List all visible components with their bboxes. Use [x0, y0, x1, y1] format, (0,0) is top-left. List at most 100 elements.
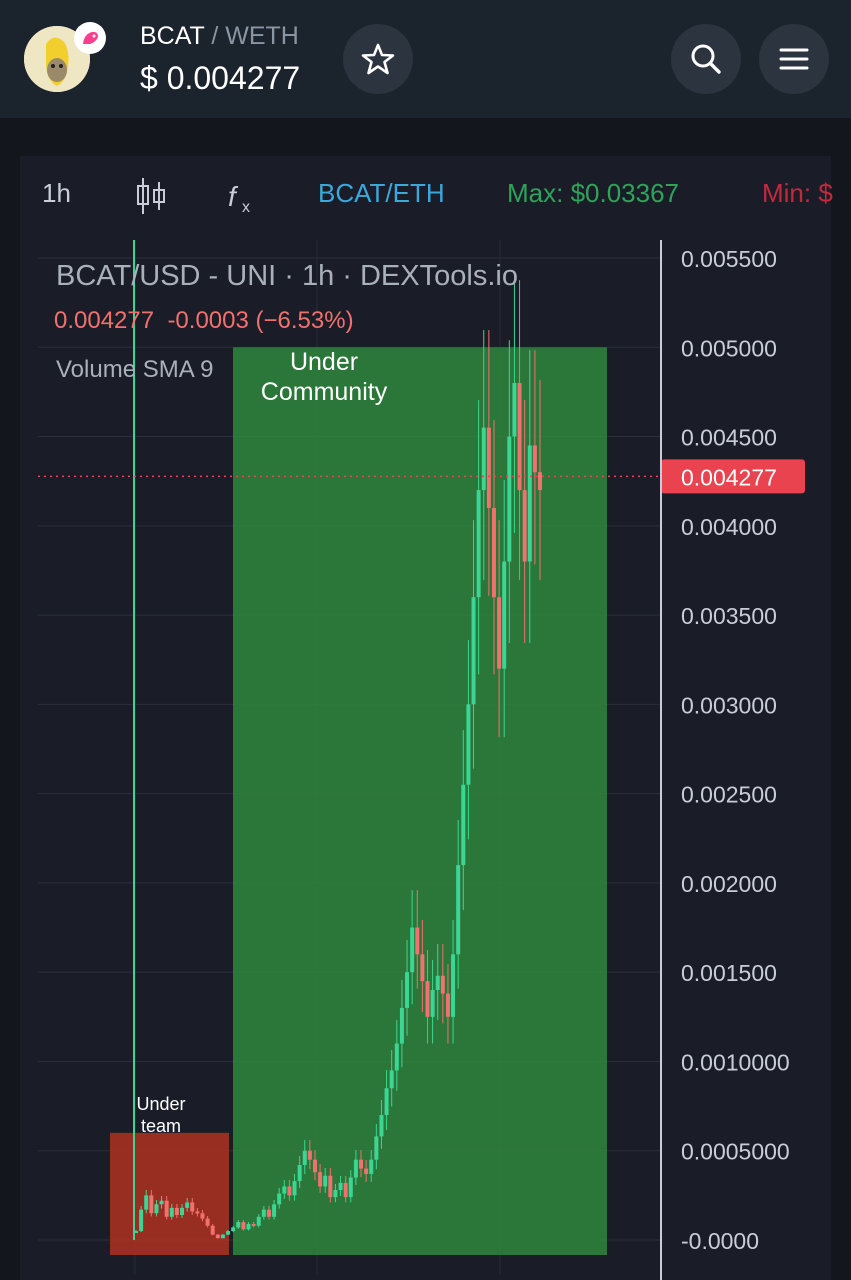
candle-body [435, 975, 440, 991]
y-tick-label: -0.0000 [681, 1228, 759, 1254]
candle-body [471, 597, 476, 705]
svg-text:x: x [242, 199, 250, 216]
candle-body [497, 597, 502, 669]
candle-body [200, 1213, 205, 1219]
candle-body [532, 445, 537, 473]
candle-body [180, 1207, 185, 1216]
y-tick-label: 0.004500 [681, 425, 777, 451]
pair-separator: / [211, 22, 219, 50]
pair-toggle[interactable]: BCAT/ETH [318, 178, 445, 208]
candle-body [481, 427, 486, 491]
candle-body [251, 1223, 256, 1226]
candle-body [333, 1190, 338, 1198]
candle-body [456, 865, 461, 955]
candle-body [466, 704, 471, 785]
y-tick-label: 0.003000 [681, 692, 777, 718]
current-price: $ 0.004277 [140, 60, 301, 96]
y-tick-label: 0.001500 [681, 960, 777, 986]
header-gap [0, 118, 851, 156]
base-symbol: BCAT [140, 22, 205, 50]
svg-text:f: f [228, 181, 239, 212]
candle-body [144, 1195, 149, 1210]
pair-name: BCAT / WETH [140, 22, 299, 51]
search-button[interactable] [671, 24, 741, 94]
candle-body [246, 1223, 251, 1230]
menu-button[interactable] [759, 24, 829, 94]
indicators-icon[interactable]: f x [226, 176, 260, 223]
candle-body [134, 1231, 138, 1234]
candle-body [149, 1195, 154, 1214]
candle-body [307, 1150, 312, 1160]
candle-body [185, 1202, 190, 1208]
candle-body [328, 1175, 333, 1198]
candle-body [384, 1088, 389, 1116]
max-price: Max: $0.03367 [507, 178, 680, 208]
candle-body [220, 1234, 225, 1239]
candle-body [215, 1234, 220, 1239]
candle-body [369, 1159, 374, 1174]
under-team-label: Under [136, 1094, 185, 1114]
under-community-label: Under [290, 348, 358, 376]
candle-body [374, 1136, 379, 1160]
under-community-zone [233, 347, 607, 1256]
candle-body [323, 1175, 328, 1187]
y-tick-label: 0.002000 [681, 871, 777, 897]
candle-body [379, 1115, 384, 1137]
y-tick-label: 0.004000 [681, 514, 777, 540]
y-tick-label: 0.0005000 [681, 1139, 790, 1165]
candle-body [241, 1222, 246, 1230]
candle-body [405, 972, 410, 1008]
candle-body [486, 427, 491, 508]
search-icon [691, 44, 721, 74]
candle-body [410, 927, 415, 973]
candle-body [312, 1159, 317, 1173]
candle-body [348, 1177, 353, 1198]
candle-body [440, 975, 445, 994]
candle-body [502, 561, 507, 669]
candle-body [205, 1218, 210, 1226]
candle-body [359, 1159, 364, 1169]
interval-selector[interactable]: 1h [42, 178, 71, 208]
under-team-zone [110, 1132, 229, 1255]
candle-body [430, 990, 435, 1017]
candle-body [415, 927, 420, 955]
candle-body [364, 1168, 369, 1174]
candle-body [425, 981, 430, 1017]
y-tick-label: 0.0010000 [681, 1049, 790, 1075]
legend-ohlc: 0.004277 -0.0003 (−6.53%) [54, 307, 354, 334]
candle-body [236, 1222, 241, 1228]
last-price-tag [661, 459, 805, 494]
candle-body [287, 1186, 292, 1196]
candle-body [389, 1070, 394, 1089]
candle-body [226, 1231, 231, 1235]
candles-icon[interactable] [134, 176, 168, 223]
candle-body [461, 784, 466, 866]
candle-body [277, 1193, 282, 1205]
candle-body [190, 1202, 195, 1212]
candle-body [154, 1204, 159, 1214]
hamburger-icon [779, 48, 809, 70]
candle-body [302, 1150, 307, 1166]
candle-body [445, 993, 450, 1017]
y-tick-label: 0.003500 [681, 603, 777, 629]
candle-body [353, 1159, 358, 1178]
candle-body [343, 1182, 348, 1198]
candle-body [231, 1227, 236, 1232]
candle-body [517, 382, 522, 491]
app-header: BCAT / WETH $ 0.004277 [0, 0, 851, 118]
candle-body [266, 1209, 271, 1217]
quote-symbol: WETH [225, 22, 299, 50]
candle-body [159, 1200, 164, 1205]
last-price-label: 0.004277 [681, 464, 777, 490]
under-team-label: team [141, 1116, 181, 1136]
legend-title: BCAT/USD - UNI · 1h · DEXTools.io [56, 260, 518, 292]
candle-body [507, 436, 512, 562]
favorite-button[interactable] [343, 24, 413, 94]
candle-body [512, 382, 517, 437]
candle-body [476, 490, 481, 598]
candle-body [174, 1207, 179, 1216]
candle-body [292, 1181, 297, 1196]
candle-body [195, 1211, 200, 1214]
candle-body [451, 954, 456, 1017]
